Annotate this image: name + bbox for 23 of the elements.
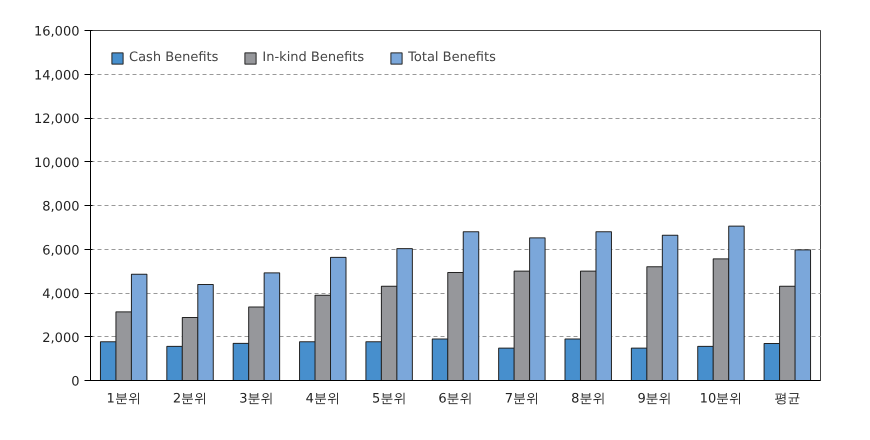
y-tick-label: 16,000 [34, 24, 80, 40]
x-tick-label: 4분위 [306, 392, 340, 406]
x-tick-label: 7분위 [504, 392, 540, 406]
y-tick-label: 6,000 [42, 243, 80, 258]
legend-label: Cash Benefits [129, 50, 218, 65]
y-tick-label: 2,000 [42, 330, 80, 346]
x-tick-label: 5분위 [372, 392, 406, 406]
legend-label: In-kind Benefits [262, 50, 364, 65]
x-tick-label: 6분위 [438, 392, 473, 406]
y-tick-label: 8,000 [42, 200, 80, 214]
x-tick-label: 10분위 [700, 392, 742, 406]
x-tick-label: 8분위 [571, 392, 606, 406]
x-tick-label: 9분위 [637, 392, 672, 406]
y-tick-label: 12,000 [34, 112, 80, 127]
y-tick-label: 4,000 [42, 287, 80, 302]
legend-label: Total Benefits [408, 50, 496, 65]
y-tick-label: 14,000 [34, 68, 80, 84]
x-tick-label: 2분위 [172, 392, 208, 406]
x-tick-label: 1분위 [106, 392, 141, 406]
x-tick-label: 3분위 [239, 392, 274, 406]
y-tick-label: 10,000 [34, 156, 80, 171]
y-tick-label: 0 [71, 374, 80, 390]
x-tick-label: 평균 [774, 392, 800, 406]
